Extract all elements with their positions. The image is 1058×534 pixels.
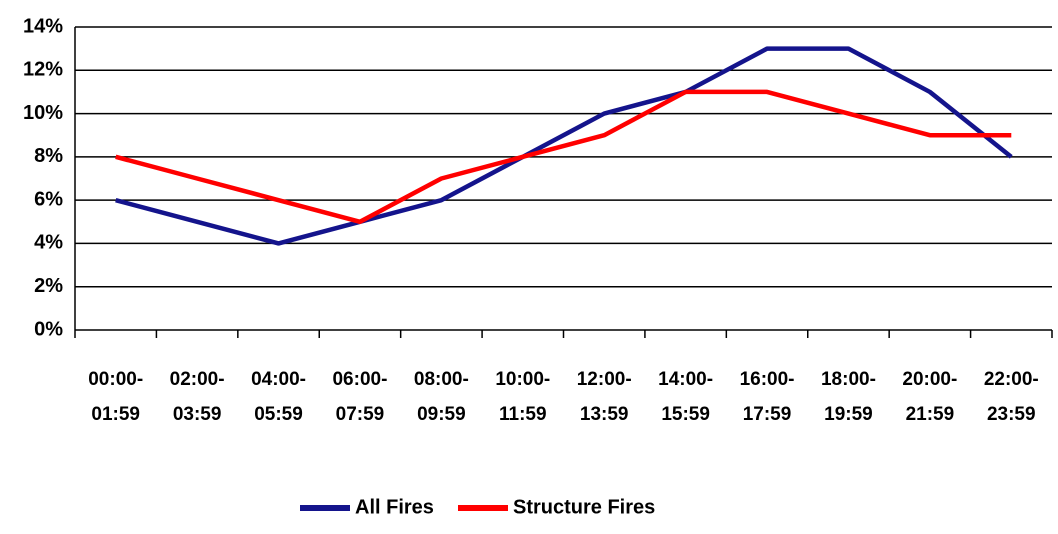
x-tick-label: 14:00-15:59 — [658, 369, 714, 425]
series-line — [115, 46, 1013, 246]
x-tick-label: 04:00-05:59 — [251, 369, 306, 425]
series-line — [115, 89, 1012, 225]
x-tick-label: 20:00-21:59 — [902, 369, 958, 425]
legend-label: Structure Fires — [513, 496, 655, 518]
y-tick-label: 10% — [23, 102, 63, 124]
y-tick-label: 6% — [34, 188, 63, 210]
x-tick-label: 02:00-03:59 — [169, 369, 225, 425]
x-tick-label: 18:00-19:59 — [820, 369, 876, 425]
x-tick-label: 12:00-13:59 — [576, 369, 632, 425]
x-tick-label: 10:00-11:59 — [495, 369, 551, 425]
y-tick-label: 2% — [34, 275, 63, 297]
y-tick-label: 8% — [34, 145, 63, 167]
y-tick-label: 12% — [23, 59, 63, 81]
y-tick-label: 4% — [34, 232, 63, 254]
x-tick-label: 22:00-23:59 — [983, 369, 1039, 425]
x-tick-label: 16:00-17:59 — [739, 369, 795, 425]
x-tick-label: 00:00-01:59 — [88, 369, 144, 425]
y-tick-label: 0% — [34, 318, 63, 340]
y-tick-label: 14% — [23, 15, 63, 37]
legend-label: All Fires — [355, 496, 434, 518]
x-tick-label: 06:00-07:59 — [332, 369, 388, 425]
x-tick-label: 08:00-09:59 — [413, 369, 469, 425]
